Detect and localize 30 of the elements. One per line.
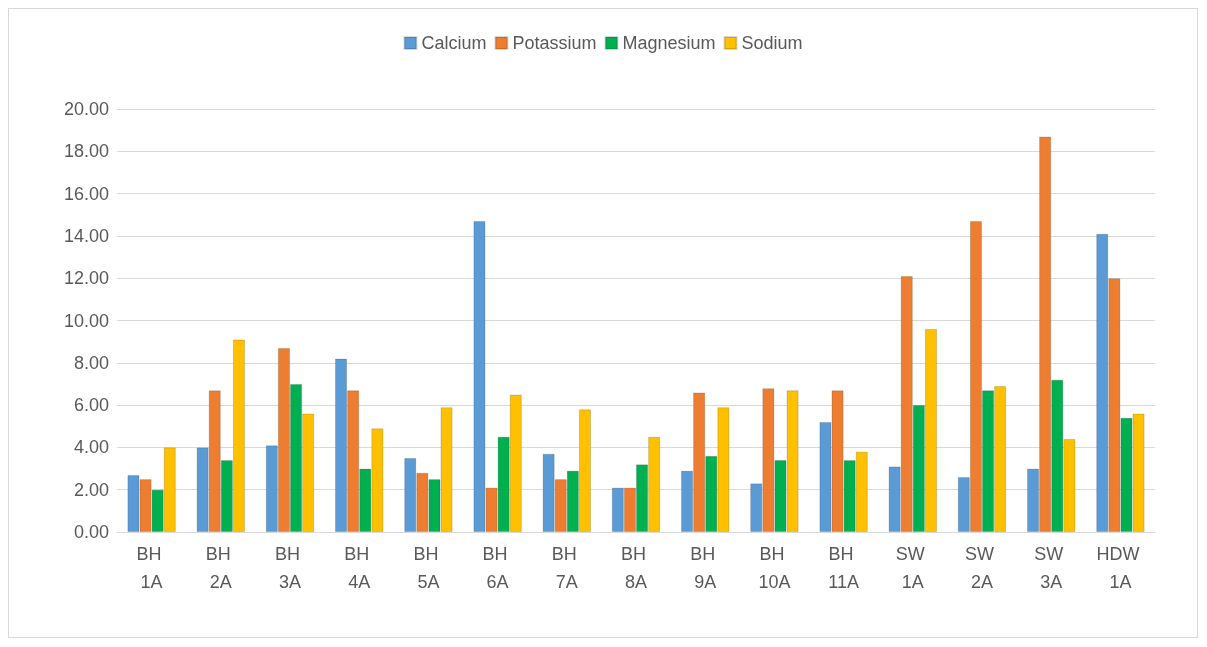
x-tick-label: BH 1A [136,544,167,592]
x-tick-label: HDW 1A [1096,544,1145,592]
y-tick-label: 20.00 [63,99,109,119]
y-tick-label: 16.00 [63,183,109,204]
x-tick-label: BH 10A [758,544,791,592]
legend-label: Calcium [421,33,487,53]
legend-label: Potassium [512,33,597,53]
x-tick-label: SW 1A [895,544,930,592]
legend-label: Sodium [741,33,803,53]
y-tick-label: 4.00 [73,437,109,458]
y-tick-label: 2.00 [73,479,109,500]
y-tick-label: 8.00 [73,352,109,373]
x-tick-label: BH 3A [274,544,306,592]
x-tick-label: BH 9A [690,544,721,592]
x-tick-label: BH 11A [828,544,859,592]
x-tick-label: BH 4A [344,544,375,592]
legend-label: Magnesium [622,33,716,53]
y-tick-label: 0.00 [73,522,109,542]
x-tick-label: BH 6A [482,544,513,592]
x-tick-label: SW 2A [965,544,999,592]
y-tick-label: 6.00 [73,395,109,416]
x-tick-label: SW 3A [1034,544,1069,592]
x-tick-label: BH 7A [551,544,582,592]
y-tick-label: 10.00 [63,310,109,331]
y-tick-label: 18.00 [63,141,109,162]
x-tick-label: BH 2A [205,544,236,592]
y-tick-label: 14.00 [63,225,109,246]
x-tick-label: BH 8A [620,544,652,592]
x-tick-label: BH 5A [413,544,444,592]
y-tick-label: 12.00 [63,268,109,289]
